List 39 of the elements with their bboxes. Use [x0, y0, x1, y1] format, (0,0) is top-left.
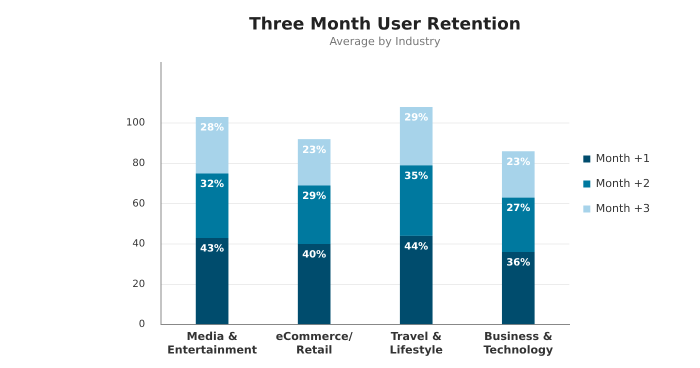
y-tick-label: 80 — [132, 158, 146, 169]
data-label: 44% — [404, 242, 428, 253]
x-tick-label: Travel & Lifestyle — [390, 330, 443, 356]
y-tick-label: 20 — [132, 278, 146, 290]
bar — [502, 151, 535, 198]
chart-subtitle: Average by Industry — [330, 34, 441, 48]
bar — [400, 165, 433, 236]
legend-label: Month +1 — [596, 152, 650, 165]
bar — [400, 106, 433, 166]
data-label: 23% — [302, 144, 326, 156]
bar — [502, 252, 535, 324]
bar — [502, 198, 535, 252]
y-tick-label: 60 — [132, 198, 146, 210]
data-label: 28% — [200, 122, 224, 134]
legend-label: Month +2 — [596, 176, 650, 190]
bar — [298, 186, 330, 244]
y-tick-label: 40 — [132, 238, 146, 250]
x-tick-label: Media & Entertainment — [167, 330, 258, 356]
bar — [298, 139, 330, 186]
bar — [196, 173, 228, 238]
bar — [298, 244, 330, 324]
data-label: 36% — [506, 258, 530, 269]
data-label: 43% — [200, 244, 224, 255]
data-label: 23% — [506, 156, 530, 168]
x-tick-label: Business & Technology — [483, 330, 554, 356]
data-label: 40% — [302, 250, 326, 261]
bar — [400, 236, 433, 324]
x-tick-label: eCommerce/Retail — [276, 330, 354, 356]
chart-title: Three Month User Retention — [249, 14, 521, 35]
bar — [196, 117, 228, 174]
bar — [196, 238, 228, 324]
legend-label: Month +3 — [596, 202, 650, 215]
y-tick-label: 100 — [126, 118, 146, 129]
data-label: 27% — [506, 203, 530, 214]
data-label: 29% — [302, 191, 326, 202]
data-label: 29% — [404, 112, 428, 124]
y-tick-label: 0 — [138, 319, 146, 330]
data-label: 32% — [200, 179, 224, 190]
data-label: 35% — [404, 170, 428, 182]
